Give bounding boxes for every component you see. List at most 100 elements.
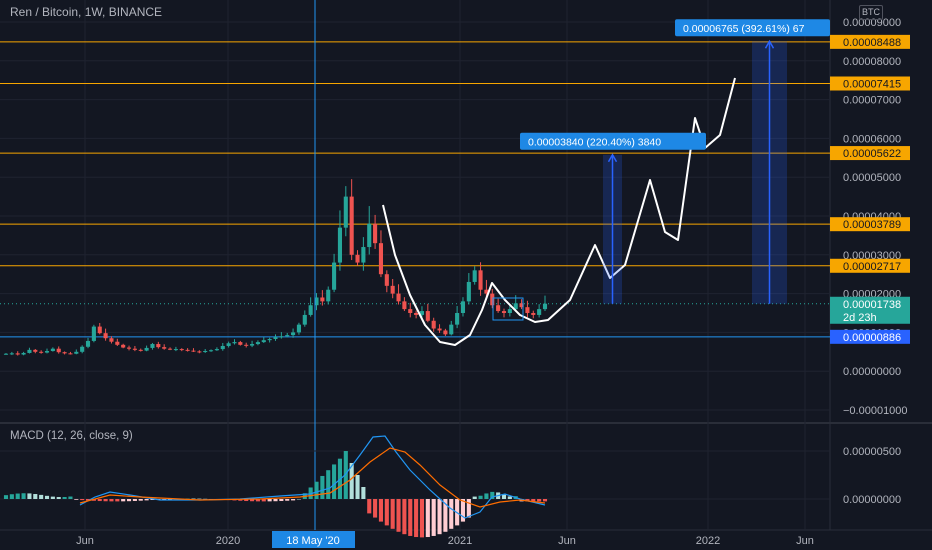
candle-body bbox=[197, 351, 202, 353]
macd-histogram-bar bbox=[478, 495, 483, 499]
macd-histogram-bar bbox=[437, 499, 442, 535]
candle-body bbox=[425, 311, 430, 321]
candle-body bbox=[162, 347, 167, 349]
candle-body bbox=[21, 352, 26, 355]
macd-histogram-bar bbox=[460, 499, 466, 522]
macd-histogram-bar bbox=[21, 493, 26, 499]
measure-2-label-bg bbox=[675, 19, 830, 37]
macd-tick-label: 0.00000500 bbox=[843, 446, 901, 458]
macd-histogram-bar bbox=[138, 499, 143, 501]
candle-body bbox=[203, 351, 208, 353]
currency-button[interactable]: BTC bbox=[859, 5, 883, 20]
candle-body bbox=[496, 305, 501, 312]
macd-histogram-bar bbox=[320, 475, 325, 499]
candle-body bbox=[85, 340, 91, 347]
candle-body bbox=[232, 342, 237, 344]
macd-histogram-bar bbox=[501, 494, 507, 499]
price-levels bbox=[0, 41, 830, 338]
candle-body bbox=[244, 344, 249, 346]
candle-body bbox=[484, 289, 489, 294]
macd-histogram-bar bbox=[197, 498, 202, 500]
macd-histogram-bar bbox=[326, 470, 331, 499]
macd-histogram-bar bbox=[56, 497, 61, 499]
macd-histogram-bar bbox=[167, 499, 173, 500]
candle-body bbox=[103, 333, 108, 339]
macd-histogram-bar bbox=[44, 495, 50, 499]
candles bbox=[3, 179, 548, 356]
projection-curve bbox=[382, 77, 736, 346]
candle-body bbox=[261, 340, 266, 343]
macd-histogram-bar bbox=[150, 499, 155, 501]
macd-histogram-bar bbox=[185, 498, 190, 500]
macd-histogram-bar bbox=[414, 499, 419, 538]
macd-histogram-bar bbox=[408, 499, 413, 536]
price-level-label: 0.00008488 bbox=[843, 37, 901, 49]
candle-body bbox=[115, 341, 120, 345]
macd-histogram-bar bbox=[261, 499, 266, 502]
macd-histogram-bar bbox=[531, 499, 536, 502]
candle-body bbox=[109, 338, 114, 342]
macd-histogram-bar bbox=[74, 499, 79, 500]
macd-histogram-bar bbox=[285, 499, 290, 501]
price-level-label: 0.00003789 bbox=[843, 219, 901, 231]
candle-body bbox=[396, 293, 401, 302]
macd-histogram-bar bbox=[97, 499, 102, 502]
macd-histogram-bar bbox=[349, 463, 354, 499]
candle-body bbox=[44, 351, 50, 353]
candle-body bbox=[466, 281, 471, 302]
macd-histogram-bar bbox=[490, 491, 495, 499]
macd-histogram-bar bbox=[255, 499, 260, 502]
candle-body bbox=[478, 270, 483, 290]
price-tick-label: 0.00008000 bbox=[843, 56, 901, 68]
price-tick-label: 0.00007000 bbox=[843, 95, 901, 107]
price-tick-label: 0.00005000 bbox=[843, 172, 901, 184]
price-tick-label: 0.00009000 bbox=[843, 17, 901, 29]
candle-body bbox=[343, 196, 348, 228]
macd-histogram-bar bbox=[80, 499, 85, 501]
candle-body bbox=[80, 346, 85, 352]
candle-body bbox=[56, 348, 61, 353]
candle-body bbox=[460, 301, 466, 313]
candle-body bbox=[27, 349, 32, 353]
time-axis: Jun 2020 2021 Jun 2022 Jun 18 May '20 bbox=[76, 531, 814, 548]
candle-body bbox=[74, 351, 79, 354]
candle-body bbox=[173, 349, 178, 351]
candle-body bbox=[519, 303, 524, 308]
candle-body bbox=[33, 349, 38, 352]
macd-histogram-bar bbox=[449, 499, 454, 529]
time-tick-label: Jun bbox=[796, 535, 814, 547]
price-pane-bg bbox=[0, 0, 830, 422]
measure-2-arrowhead bbox=[764, 39, 775, 49]
price-level-tag bbox=[830, 146, 910, 161]
candle-body bbox=[150, 344, 155, 348]
candle-body bbox=[332, 262, 337, 290]
candle-body bbox=[455, 313, 460, 325]
candle-body bbox=[167, 348, 173, 350]
price-level-tag bbox=[830, 258, 910, 273]
current-price-label: 0.00001738 bbox=[843, 299, 901, 311]
time-tick-label: Jun bbox=[558, 535, 576, 547]
macd-histogram-bar bbox=[191, 498, 196, 500]
time-tick-label: 2022 bbox=[696, 535, 720, 547]
macd-histogram-bar bbox=[68, 496, 73, 499]
candle-body bbox=[378, 243, 384, 275]
price-level-tag bbox=[830, 217, 910, 232]
crosshair-date-bg bbox=[272, 531, 355, 548]
price-level-label: 0.00002717 bbox=[843, 261, 901, 273]
candle-body bbox=[537, 309, 542, 315]
candle-body bbox=[179, 349, 184, 351]
macd-histogram-bar bbox=[390, 499, 395, 529]
candle-body bbox=[3, 353, 9, 355]
candle-body bbox=[314, 297, 319, 306]
macd-histogram-bar bbox=[203, 498, 208, 500]
candle-body bbox=[220, 345, 225, 350]
price-tick-label: −0.00001000 bbox=[843, 405, 908, 417]
time-tick-label: 2021 bbox=[448, 535, 472, 547]
candle-body bbox=[273, 337, 278, 339]
candle-body bbox=[501, 311, 507, 313]
macd-histogram-bar bbox=[27, 493, 32, 499]
candle-body bbox=[472, 270, 477, 282]
macd-histogram-bar bbox=[355, 475, 360, 499]
candle-body bbox=[355, 254, 360, 263]
